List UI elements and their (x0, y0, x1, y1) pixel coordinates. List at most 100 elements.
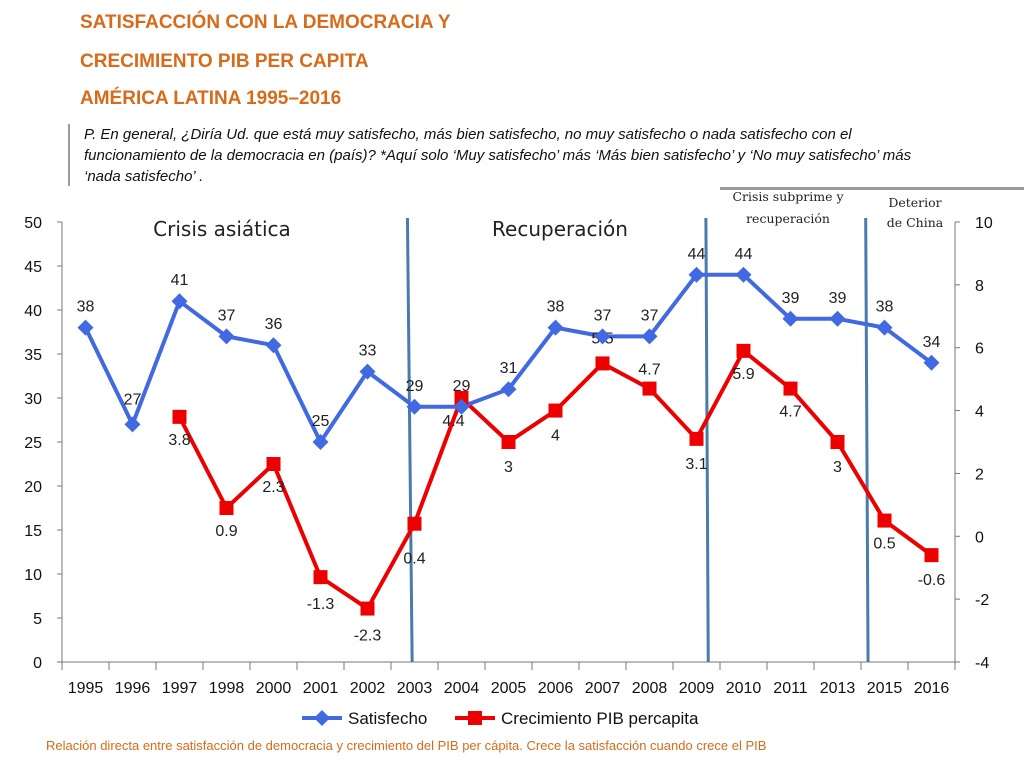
data-label-crecimiento-pib: 3 (504, 459, 513, 476)
y-left-tick-label: 35 (24, 347, 42, 364)
header-divider (720, 187, 1024, 190)
legend-label-satisfecho: Satisfecho (348, 709, 427, 728)
data-label-satisfecho: 31 (500, 360, 518, 377)
point-satisfecho (876, 319, 893, 336)
point-crecimiento-pib (830, 435, 845, 449)
survey-question: P. En general, ¿Diría Ud. que está muy s… (84, 126, 912, 185)
y-left-tick-label: 15 (24, 523, 42, 540)
footnote: Relación directa entre satisfacción de d… (46, 738, 767, 753)
data-label-crecimiento-pib: 4.7 (779, 404, 801, 421)
y-right-tick-label: 6 (975, 341, 984, 358)
y-left-tick-label: 5 (33, 611, 42, 628)
annotation-recuperacion: Recuperación (492, 217, 628, 241)
x-tick-label: 2001 (303, 680, 339, 697)
x-tick-label: 1996 (115, 680, 151, 697)
data-label-crecimiento-pib: 0.4 (403, 551, 425, 568)
data-label-satisfecho: 39 (782, 290, 800, 307)
point-satisfecho (923, 354, 940, 371)
data-label-satisfecho: 38 (77, 299, 95, 316)
point-satisfecho (265, 337, 282, 354)
point-crecimiento-pib (454, 391, 469, 405)
y-left-tick-label: 0 (33, 655, 42, 672)
point-satisfecho (641, 328, 658, 345)
x-tick-label: 1997 (162, 680, 198, 697)
point-satisfecho (829, 310, 846, 327)
point-satisfecho (735, 266, 752, 283)
point-crecimiento-pib (360, 601, 375, 616)
x-tick-label: 2011 (773, 680, 808, 697)
point-crecimiento-pib (219, 501, 234, 515)
data-label-satisfecho: 29 (453, 378, 471, 395)
point-satisfecho (688, 266, 705, 283)
data-label-crecimiento-pib: 3 (833, 459, 842, 476)
data-label-satisfecho: 44 (735, 246, 753, 263)
data-label-satisfecho: 27 (124, 391, 142, 408)
point-crecimiento-pib (266, 457, 281, 471)
point-satisfecho (312, 434, 329, 450)
data-label-satisfecho: 37 (594, 307, 612, 324)
point-crecimiento-pib (783, 381, 798, 396)
point-satisfecho (782, 310, 799, 327)
y-left-tick-label: 40 (24, 303, 42, 320)
y-right-tick-label: -2 (975, 592, 989, 609)
data-label-satisfecho: 39 (829, 290, 847, 307)
data-label-satisfecho: 38 (547, 299, 565, 316)
data-label-satisfecho: 29 (406, 378, 424, 395)
data-label-crecimiento-pib: -1.3 (307, 596, 335, 613)
point-satisfecho (453, 398, 470, 415)
annotation-crisis-subprime-line1: Crisis subprime y (732, 189, 844, 204)
period-divider-line (704, 217, 710, 663)
point-crecimiento-pib (595, 356, 610, 371)
point-crecimiento-pib (172, 409, 187, 424)
x-tick-label: 2009 (679, 680, 715, 697)
data-label-satisfecho: 37 (218, 307, 236, 324)
annotation-crisis-asiatica: Crisis asiática (153, 217, 291, 241)
point-satisfecho (547, 319, 564, 336)
point-satisfecho (359, 363, 376, 380)
data-label-crecimiento-pib: -0.6 (918, 572, 946, 589)
point-crecimiento-pib (501, 435, 516, 449)
title-line-1: SATISFACCIÓN CON LA DEMOCRACIA Y (80, 12, 451, 33)
question-bar (68, 124, 70, 186)
data-label-satisfecho: 41 (171, 272, 189, 289)
point-crecimiento-pib (548, 403, 563, 418)
y-right-tick-label: 2 (975, 466, 984, 483)
point-satisfecho (124, 416, 141, 433)
y-left-tick-label: 20 (24, 479, 42, 496)
data-label-crecimiento-pib: 4.7 (638, 362, 660, 379)
data-label-crecimiento-pib: 4 (551, 428, 560, 445)
data-label-satisfecho: 25 (312, 413, 330, 430)
point-crecimiento-pib (924, 548, 939, 563)
x-tick-label: 2002 (350, 680, 386, 697)
period-divider-line (405, 217, 414, 663)
y-left-tick-label: 50 (24, 215, 42, 232)
series-line-satisfecho (83, 272, 933, 444)
y-right-tick-label: 4 (975, 404, 984, 421)
x-tick-label: 2015 (867, 680, 903, 697)
annotation-crisis-subprime-line2: recuperación (746, 211, 830, 226)
x-tick-label: 2003 (397, 680, 433, 697)
annotation-deterior-china-line1: Deterior (888, 195, 941, 210)
data-label-satisfecho: 36 (265, 316, 283, 333)
y-right-tick-label: -4 (975, 655, 989, 672)
y-left-tick-label: 10 (24, 567, 42, 584)
data-label-satisfecho: 37 (641, 307, 659, 324)
point-satisfecho (594, 328, 611, 345)
x-tick-label: 2007 (585, 680, 621, 697)
point-satisfecho (218, 328, 235, 345)
point-satisfecho (500, 381, 517, 398)
point-satisfecho (406, 398, 423, 415)
data-label-crecimiento-pib: 3.8 (168, 432, 190, 449)
x-tick-label: 2000 (256, 680, 292, 697)
annotation-deterior-china-line2: de China (887, 215, 944, 230)
period-divider-line (864, 217, 870, 663)
y-right-tick-label: 10 (975, 215, 993, 232)
legend-label-crecimiento-pib: Crecimiento PIB percapita (501, 709, 699, 728)
data-label-satisfecho: 38 (876, 299, 894, 316)
x-tick-label: 2008 (632, 680, 668, 697)
point-satisfecho (171, 293, 188, 310)
data-label-crecimiento-pib: 3.1 (685, 456, 707, 473)
point-crecimiento-pib (689, 431, 704, 446)
y-right-tick-label: 8 (975, 278, 984, 295)
x-tick-label: 2013 (820, 680, 856, 697)
